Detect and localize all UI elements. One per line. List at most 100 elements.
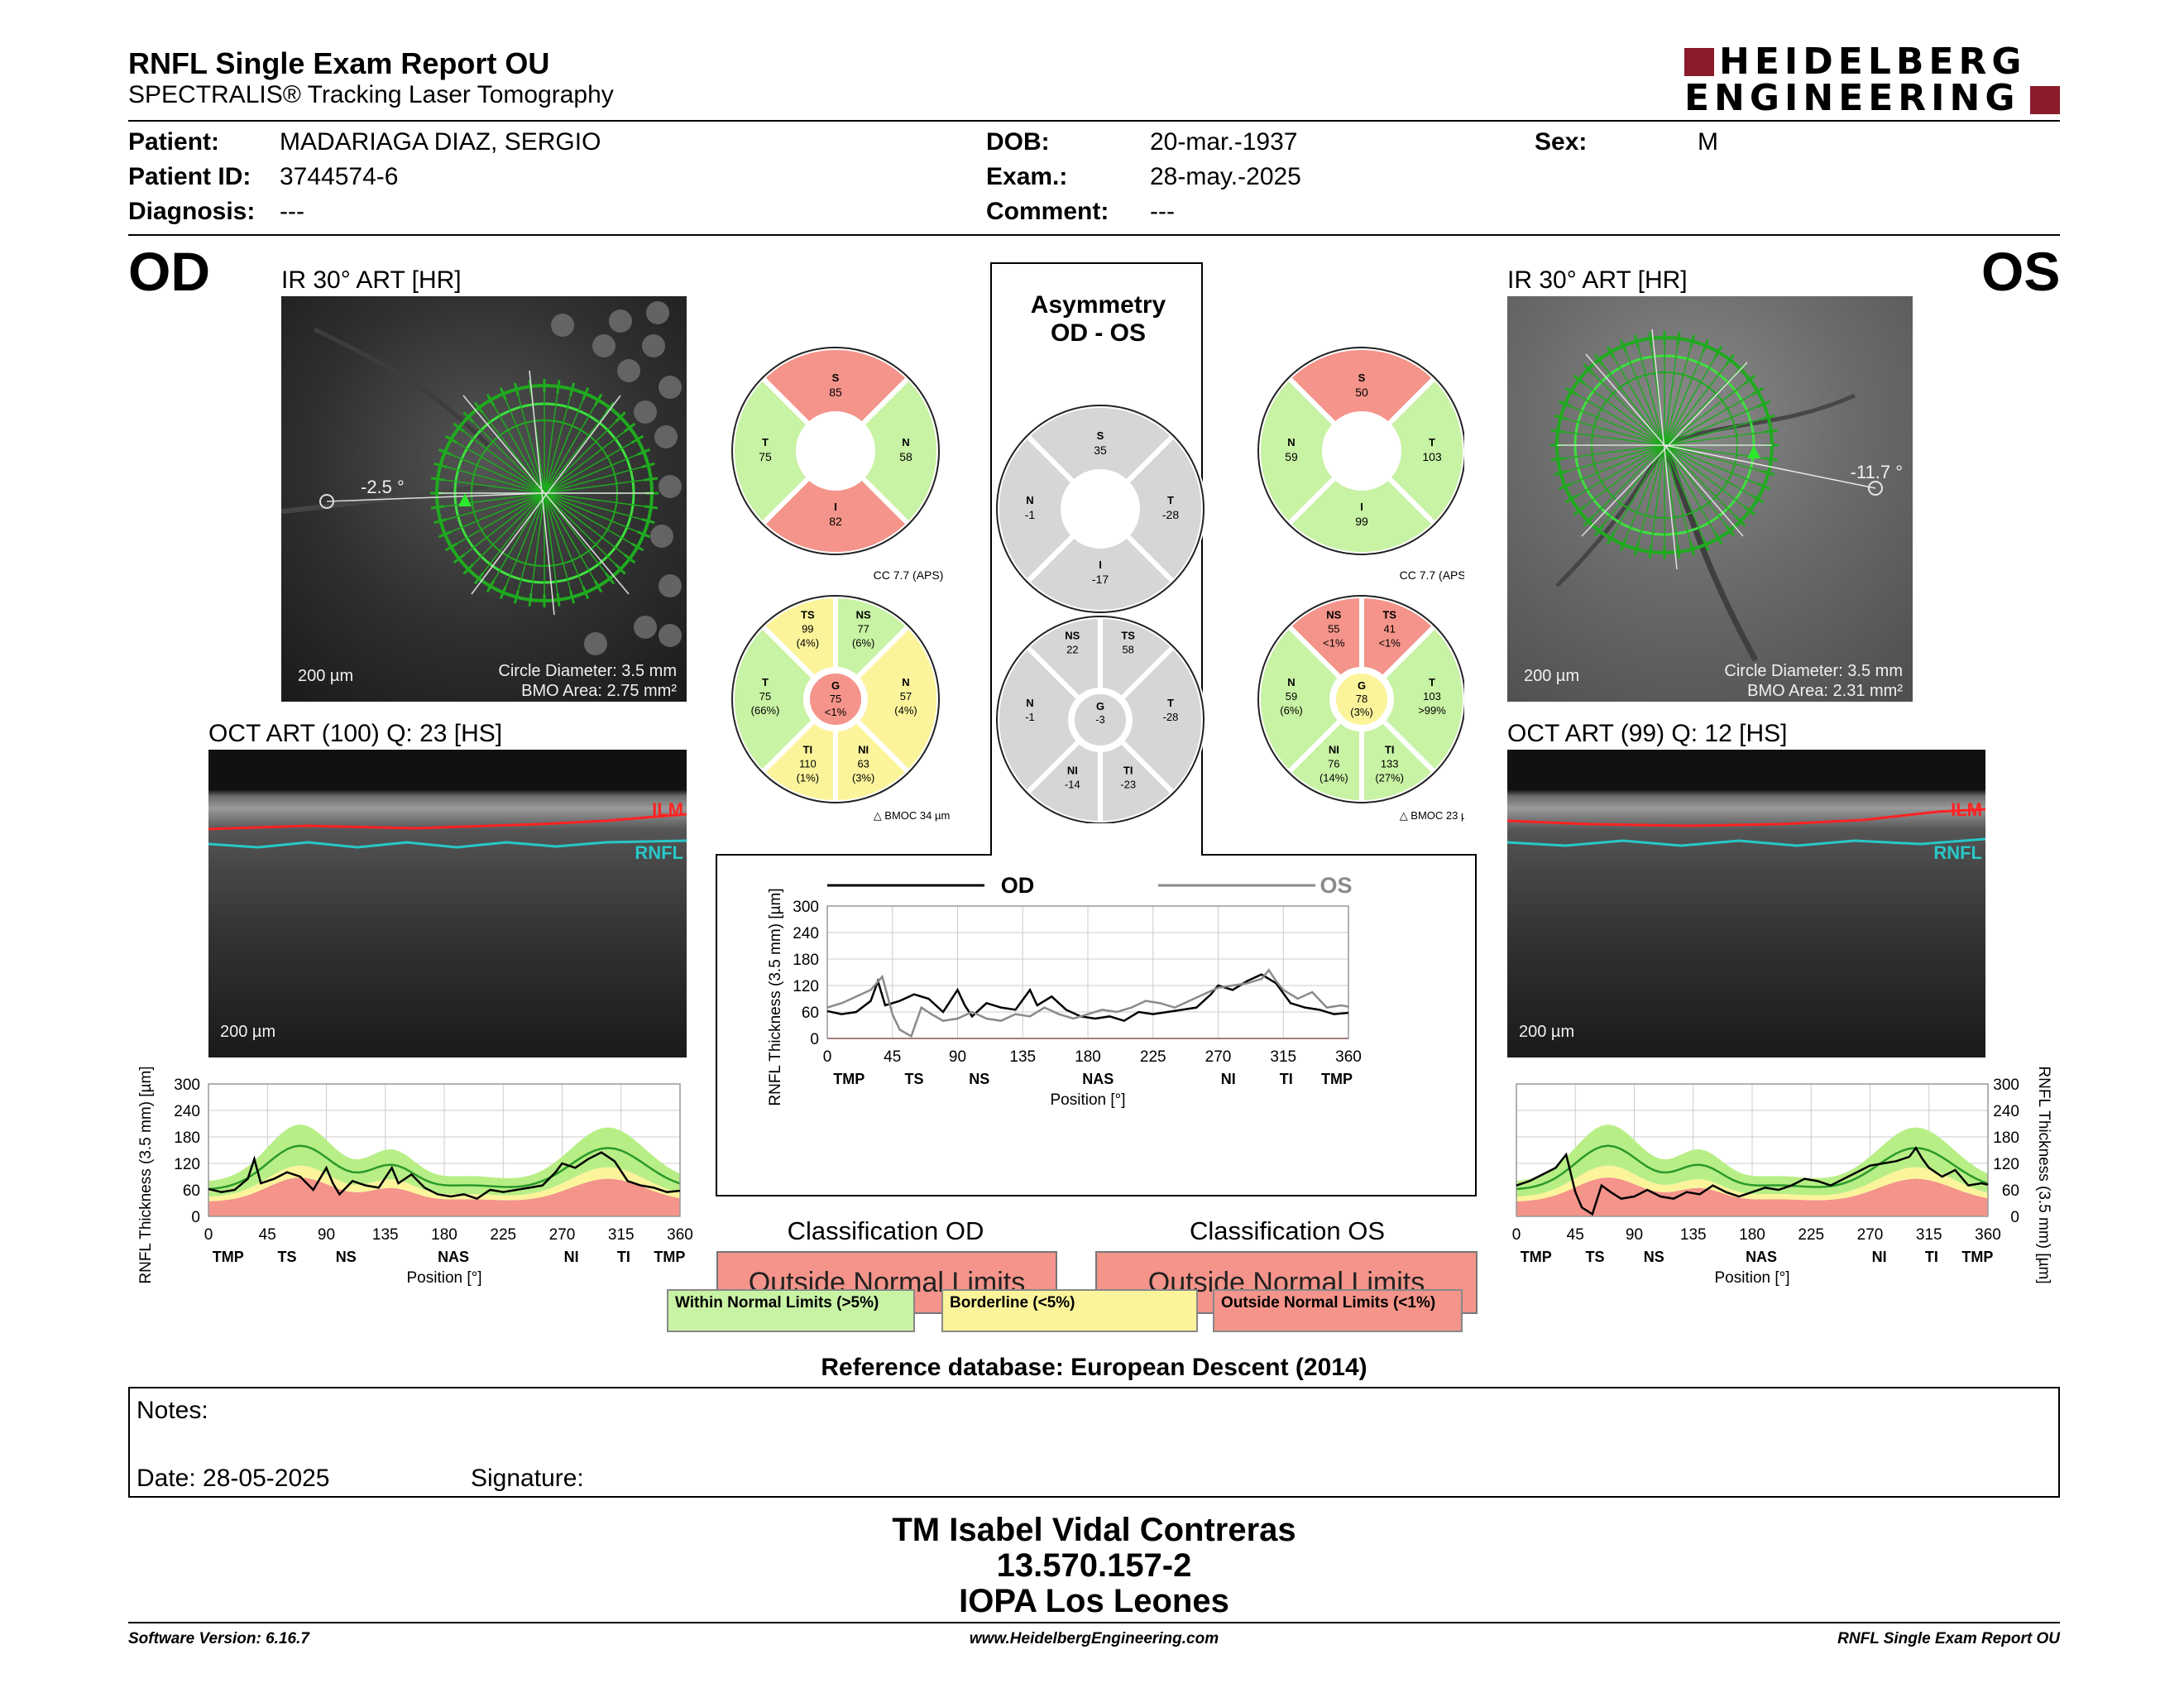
os-rnfl-profile-chart: 0 60 120 180 240 300 0 45 90 135 180 225 270 315 360 TM…	[1512, 1067, 2052, 1287]
od-six-value-ts: 99	[802, 623, 813, 635]
os-fundus-image: -11.7 ° 200 µm Circle Diameter: 3.5 mm B…	[1507, 296, 1913, 702]
os-six-label-t: T	[1429, 676, 1435, 688]
asym-six-value-t: -28	[1163, 711, 1179, 723]
od-profile-sector-label-5: TI	[617, 1249, 630, 1265]
os-six-sectors: TS 41 <1% NS 55 <1% N 59(6%) NI 76(14%) TI 133(27%)…	[1256, 568, 1464, 822]
os-profile-band-borderline	[1516, 1165, 1988, 1201]
od-value-i: 82	[829, 515, 842, 528]
asym-profile-xtick-315: 315	[1270, 1048, 1296, 1066]
od-rnfl-label: RNFL	[635, 842, 683, 863]
os-ilm-label: ILM	[1951, 799, 1982, 820]
os-label-t: T	[1429, 436, 1435, 448]
os-six-pct-n: (6%)	[1280, 704, 1302, 717]
od-profile-ytick-120: 120	[174, 1156, 200, 1173]
os-value-n: 59	[1285, 450, 1298, 463]
os-six-value-n: 59	[1286, 690, 1297, 703]
diagnosis-value: ---	[280, 198, 304, 225]
dob-value: 20-mar.-1937	[1150, 128, 1298, 156]
od-fundus-overlay	[281, 301, 682, 655]
od-profile-ytick-240: 240	[174, 1103, 200, 1120]
os-profile-xtick-45: 45	[1567, 1226, 1584, 1244]
od-profile-sector-label-0: TMP	[213, 1249, 244, 1265]
asym-profile-ytick-120: 120	[793, 978, 819, 995]
od-profile-xtick-315: 315	[608, 1226, 635, 1244]
footer-software: Software Version: 6.16.7	[128, 1630, 309, 1647]
od-six-label-t: T	[762, 676, 769, 688]
od-ir-scale: 200 µm	[298, 667, 354, 685]
od-six-sectors: NS77(6%)TS99(4%)T75(66%)TI110(1%)NI63(3%…	[730, 568, 950, 822]
od-ilm-label: ILM	[652, 799, 683, 820]
os-six-pct-g: (3%)	[1350, 706, 1372, 718]
od-profile-xlabel: Position [°]	[406, 1269, 481, 1287]
asym-profile-series-od	[826, 973, 1349, 1023]
asym-six-label-ns: NS	[1065, 630, 1080, 642]
od-six-label-ti: TI	[803, 743, 813, 755]
os-outline	[1257, 347, 1464, 555]
os-profile-ytick-0: 0	[2010, 1209, 2019, 1226]
asym-six-value-ts: 58	[1122, 644, 1133, 656]
asymmetry-frame	[716, 262, 1477, 1196]
os-six-label-n: N	[1287, 676, 1295, 688]
os-profile-band-normal	[1516, 1125, 1988, 1197]
od-value-n: 58	[899, 450, 912, 463]
asym-profile-xtick-180: 180	[1075, 1048, 1101, 1066]
os-profile-sector-label-3: NAS	[1746, 1249, 1777, 1265]
dob-label: DOB:	[986, 128, 1050, 156]
asym-outline	[996, 405, 1205, 613]
logo-square-bottom	[2030, 86, 2060, 114]
od-six-label-ns: NS	[856, 609, 871, 621]
od-six-pct-ti: (1%)	[797, 771, 819, 784]
patient-id-value: 3744574-6	[280, 163, 399, 190]
sector-diagrams: S 85 N 58 I 82 T 75 S 35 T -28 I -17 N -1 S 50 T 103 I 99 N 59 N…	[730, 345, 1464, 823]
sex-label: Sex:	[1535, 128, 1588, 156]
exam-value: 28-may.-2025	[1150, 163, 1301, 190]
od-six-value-g: 75	[830, 693, 841, 705]
os-six-value-ts: 41	[1383, 623, 1395, 635]
os-profile-xtick-0: 0	[1512, 1226, 1521, 1244]
os-six-pct-ts: <1%	[1378, 637, 1401, 650]
od-profile-sector-label-4: NI	[564, 1249, 579, 1265]
os-profile-ytick-180: 180	[1993, 1129, 2019, 1147]
od-six-label-g: G	[831, 679, 840, 692]
signer-rut: 13.570.157-2	[996, 1547, 1192, 1584]
od-six-pct-ns: (6%)	[852, 637, 874, 650]
od-profile-band-normal	[208, 1125, 680, 1197]
asym-value-n: -1	[1025, 508, 1036, 521]
os-profile-group: 0 60 120 180 240 300 0 45 90 135 180 225 270 315 360 TM…	[1512, 1067, 2052, 1287]
asym-label-s: S	[1097, 429, 1104, 442]
od-six-pct-ts: (4%)	[797, 637, 819, 650]
asym-quadrant: S 35 T -28 I -17 N -1	[994, 403, 1206, 615]
comment-label: Comment:	[986, 198, 1109, 225]
os-profile-plot-area	[1516, 1083, 1989, 1217]
asym-six-label-n: N	[1026, 697, 1033, 709]
asym-six-sector-g	[1071, 691, 1129, 749]
asym-six-label-ni: NI	[1067, 764, 1078, 776]
os-six-value-t: 103	[1423, 690, 1441, 703]
asym-six-label-t: T	[1167, 697, 1174, 709]
od-profile-sector-label-3: NAS	[438, 1249, 469, 1265]
od-six-value-n: 57	[900, 690, 912, 703]
od-profile-ytick-60: 60	[183, 1182, 200, 1200]
asym-profile-sector-label-4: NI	[1221, 1071, 1236, 1087]
asym-profile-xtick-90: 90	[949, 1048, 966, 1066]
od-label-n: N	[902, 436, 909, 448]
notes-label: Notes:	[136, 1397, 208, 1424]
od-profile-xtick-270: 270	[549, 1226, 576, 1244]
od-label-t: T	[762, 436, 769, 448]
notes-box[interactable]: Notes: Date: 28-05-2025 Signature:	[128, 1387, 2060, 1498]
os-six-pct-ni: (14%)	[1320, 771, 1348, 784]
od-value-t: 75	[759, 450, 772, 463]
od-six-value-t: 75	[759, 690, 771, 703]
od-rnfl-profile-chart: 0 60 120 180 240 300 0 45 90 135 180 225 270 315 360 TM…	[137, 1067, 693, 1287]
od-six-outline	[731, 595, 940, 803]
os-value-s: 50	[1355, 386, 1368, 399]
asymmetry-title: Asymmetry OD - OS	[993, 291, 1204, 348]
comment-value: ---	[1150, 198, 1175, 225]
legend-normal: Within Normal Limits (>5%)	[667, 1289, 915, 1332]
asym-profile-sector-label-2: NS	[969, 1071, 989, 1087]
os-label-n: N	[1287, 436, 1295, 448]
od-profile-band-borderline	[208, 1165, 680, 1201]
os-six-outline	[1257, 595, 1464, 803]
od-profile-plot-area	[208, 1083, 681, 1217]
asym-value-t: -28	[1162, 508, 1179, 521]
